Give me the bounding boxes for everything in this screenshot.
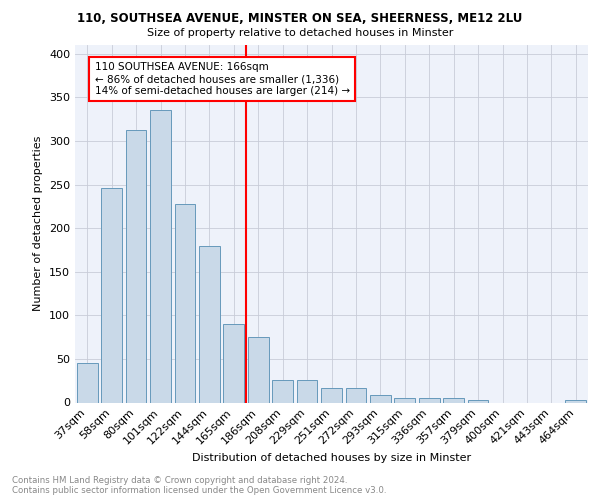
Text: 110 SOUTHSEA AVENUE: 166sqm
← 86% of detached houses are smaller (1,336)
14% of : 110 SOUTHSEA AVENUE: 166sqm ← 86% of det… (95, 62, 350, 96)
Bar (419, 398, 440, 402)
Bar (467, 400, 488, 402)
Bar (223, 324, 244, 402)
Bar (370, 394, 391, 402)
Text: Contains HM Land Registry data © Crown copyright and database right 2024.
Contai: Contains HM Land Registry data © Crown c… (12, 476, 386, 495)
Bar (443, 398, 464, 402)
Bar (565, 400, 586, 402)
Bar (77, 364, 98, 403)
Text: Size of property relative to detached houses in Minster: Size of property relative to detached ho… (147, 28, 453, 38)
Bar (346, 388, 367, 402)
Bar (296, 380, 317, 402)
Bar (125, 130, 146, 402)
Bar (150, 110, 171, 403)
Bar (321, 388, 342, 402)
Bar (248, 337, 269, 402)
Bar (101, 188, 122, 402)
Text: 110, SOUTHSEA AVENUE, MINSTER ON SEA, SHEERNESS, ME12 2LU: 110, SOUTHSEA AVENUE, MINSTER ON SEA, SH… (77, 12, 523, 26)
X-axis label: Distribution of detached houses by size in Minster: Distribution of detached houses by size … (192, 454, 471, 464)
Y-axis label: Number of detached properties: Number of detached properties (34, 136, 43, 312)
Bar (272, 380, 293, 402)
Bar (175, 204, 196, 402)
Bar (199, 246, 220, 402)
Bar (394, 398, 415, 402)
